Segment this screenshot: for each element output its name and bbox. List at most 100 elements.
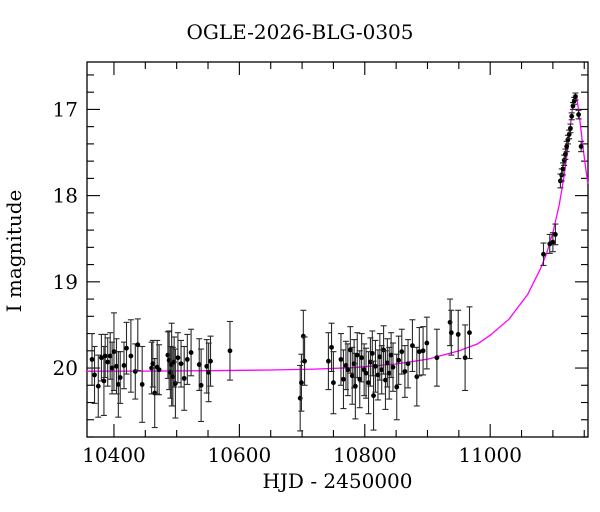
data-point (124, 345, 129, 351)
data-point (101, 378, 107, 384)
data-point (383, 377, 388, 383)
data-point (420, 348, 426, 354)
data-point (405, 361, 411, 367)
data-point (563, 151, 568, 157)
data-point (188, 350, 194, 355)
data-point (121, 363, 127, 368)
data-point (331, 380, 336, 386)
data-point (375, 372, 381, 378)
x-tick-label: 10400 (82, 443, 146, 467)
data-point (448, 330, 454, 336)
data-point (541, 251, 546, 257)
data-point (396, 357, 402, 363)
y-tick-label: 19 (53, 270, 78, 294)
data-point (173, 381, 178, 386)
data-point (384, 360, 390, 366)
data-point (115, 382, 121, 387)
data-point (410, 343, 415, 349)
data-point (102, 353, 108, 359)
chart-title: OGLE-2026-BLG-0305 (186, 20, 414, 44)
data-point (414, 374, 420, 380)
data-point (455, 332, 461, 337)
data-point (576, 112, 581, 117)
data-point (352, 383, 358, 389)
data-point (109, 365, 115, 371)
data-point (366, 380, 371, 386)
x-tick-label: 10600 (208, 443, 272, 467)
data-point (345, 367, 351, 373)
data-point (105, 359, 111, 365)
data-point (204, 363, 210, 369)
data-point (379, 367, 385, 373)
data-point (373, 363, 378, 369)
data-point (184, 357, 190, 362)
data-point (196, 362, 202, 367)
data-point (181, 375, 187, 381)
data-point (424, 340, 430, 346)
x-tick-label: 11000 (458, 443, 522, 467)
data-point (569, 113, 575, 119)
data-point (354, 352, 360, 358)
data-point (564, 144, 570, 149)
data-point (132, 369, 138, 374)
data-point (128, 353, 134, 359)
data-point (302, 358, 307, 364)
data-point (399, 349, 405, 355)
data-point (206, 369, 212, 375)
data-point (416, 349, 422, 355)
x-axis-label: HJD - 2450000 (262, 469, 413, 493)
data-point (150, 361, 156, 367)
data-point (111, 349, 117, 355)
data-point (198, 382, 204, 388)
y-tick-label: 17 (53, 97, 78, 121)
data-point (377, 354, 383, 360)
data-point (402, 369, 408, 374)
data-point (135, 342, 141, 348)
data-point (394, 384, 400, 390)
y-tick-label: 20 (53, 356, 78, 380)
data-point (363, 370, 369, 376)
data-point (573, 94, 578, 99)
data-point (434, 355, 440, 361)
data-point (343, 363, 349, 368)
data-point (99, 355, 104, 361)
data-point (326, 358, 331, 364)
data-point (578, 144, 584, 149)
data-point (208, 358, 213, 364)
data-point (107, 353, 113, 359)
data-point (349, 373, 355, 379)
data-point (560, 166, 566, 172)
data-point (329, 344, 334, 350)
model-curve (86, 93, 589, 372)
data-point (347, 347, 353, 353)
data-point (359, 355, 365, 361)
data-point (386, 370, 392, 376)
data-point (117, 375, 123, 380)
data-point (227, 348, 233, 354)
data-point (114, 363, 119, 369)
data-point (299, 380, 304, 386)
data-point (95, 383, 101, 389)
plot-frame (86, 61, 589, 438)
data-point (369, 350, 375, 356)
data-point (462, 355, 468, 361)
data-point (388, 352, 394, 358)
data-point (175, 355, 181, 361)
data-point (371, 393, 376, 399)
x-tick-label: 10800 (333, 443, 397, 467)
data-point (338, 357, 344, 362)
data-point (156, 367, 162, 373)
data-point (467, 330, 472, 336)
data-point (341, 376, 346, 382)
data-point (552, 232, 558, 237)
data-point (89, 357, 95, 362)
data-point (390, 364, 396, 370)
y-tick-label: 18 (53, 184, 78, 208)
data-point (357, 376, 363, 382)
data-point (178, 361, 184, 367)
data-point (568, 125, 573, 131)
data-point (550, 239, 556, 245)
data-point (139, 382, 145, 387)
